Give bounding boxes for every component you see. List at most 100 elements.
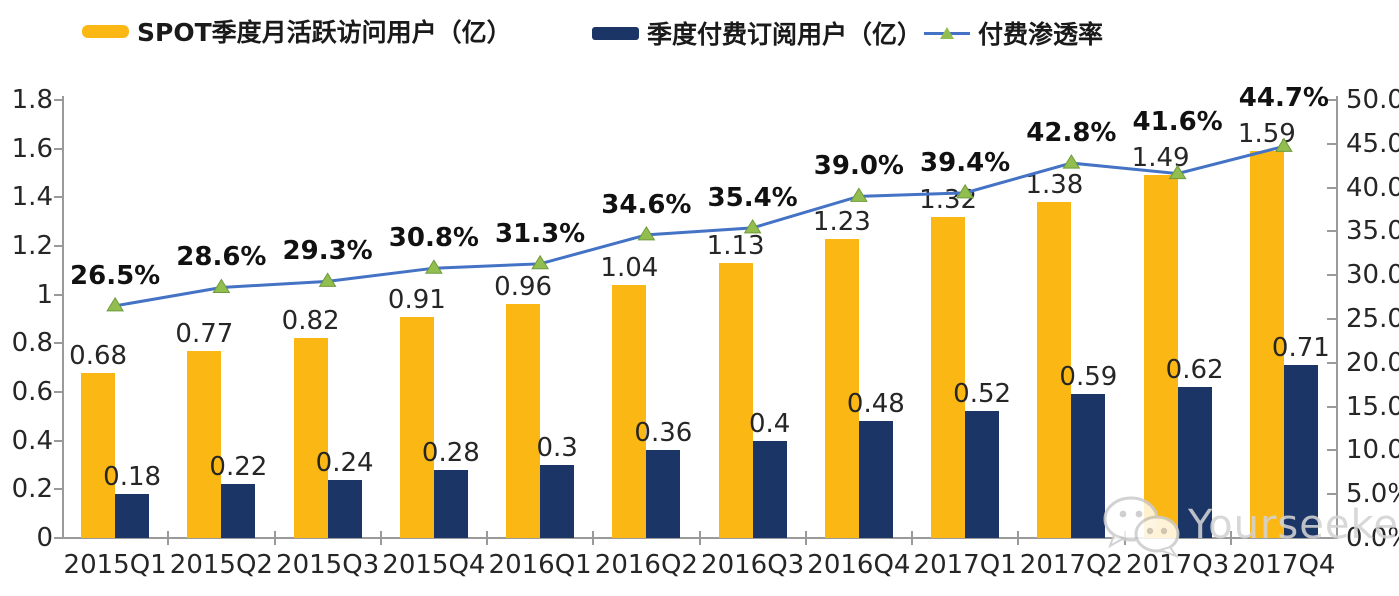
bar-mau-2017Q3 xyxy=(1143,175,1178,538)
x-axis-label-2015Q1: 2015Q1 xyxy=(63,550,167,580)
y-axis-left-label: 1.2 xyxy=(11,231,53,261)
pct-label-2016Q2: 34.6% xyxy=(601,189,692,220)
x-axis-tick xyxy=(486,531,488,545)
bar-label-sub-2017Q2: 0.59 xyxy=(1059,362,1118,393)
bar-mau-2016Q2 xyxy=(612,284,647,538)
x-axis-label-2016Q2: 2016Q2 xyxy=(594,550,698,580)
y-axis-left-tick xyxy=(54,391,63,393)
bar-sub-2017Q2 xyxy=(1071,394,1106,538)
y-axis-right-label: 40.0% xyxy=(1346,172,1399,203)
legend-label-subscribers: 季度付费订阅用户（亿） xyxy=(647,20,923,49)
line-marker-2015Q1 xyxy=(106,296,125,312)
legend-item-penetration: 付费渗透率 xyxy=(924,16,1103,50)
bar-sub-2015Q1 xyxy=(115,494,150,538)
x-axis-label-2016Q1: 2016Q1 xyxy=(488,550,592,580)
legend-item-subscribers: 季度付费订阅用户（亿） xyxy=(592,16,922,50)
x-axis-label-2017Q1: 2017Q1 xyxy=(913,550,1017,580)
bar-sub-2017Q4 xyxy=(1283,365,1318,538)
x-axis-tick xyxy=(804,531,807,545)
y-axis-right-label: 10.0% xyxy=(1346,435,1399,466)
y-axis-left-tick xyxy=(54,342,63,345)
legend-swatch-subscribers xyxy=(592,26,639,40)
y-axis-right-label: 45.0% xyxy=(1346,128,1399,159)
pct-label-2015Q1: 26.5% xyxy=(70,260,161,291)
x-axis-tick xyxy=(1017,531,1020,545)
line-marker-2015Q3 xyxy=(318,272,337,287)
x-axis-label-2015Q4: 2015Q4 xyxy=(382,550,486,580)
y-axis-left-label: 1.4 xyxy=(11,182,53,213)
y-axis-left-label: 1.8 xyxy=(11,85,53,115)
y-axis-right-tick xyxy=(1327,318,1337,320)
y-axis-right-label: 0.0% xyxy=(1346,523,1399,553)
bar-sub-2016Q3 xyxy=(752,440,787,538)
pct-label-2017Q1: 39.4% xyxy=(920,147,1011,178)
y-axis-right-label: 50.0% xyxy=(1346,85,1399,115)
y-axis-right-tick xyxy=(1327,493,1337,496)
legend-label-penetration: 付费渗透率 xyxy=(978,20,1104,49)
y-axis-left-tick xyxy=(54,245,63,247)
bar-label-sub-2015Q1: 0.18 xyxy=(103,462,162,493)
line-marker-2015Q2 xyxy=(212,278,231,293)
x-axis-label-2016Q4: 2016Q4 xyxy=(807,550,911,580)
legend-swatch-penetration xyxy=(924,26,970,40)
bar-label-sub-2016Q2: 0.36 xyxy=(634,418,693,449)
line-marker-2016Q4 xyxy=(849,187,868,202)
line-marker-2017Q4 xyxy=(1274,137,1293,152)
bar-label-mau-2016Q2: 1.04 xyxy=(600,252,659,283)
bar-label-sub-2015Q2: 0.22 xyxy=(209,452,268,483)
bar-label-sub-2015Q3: 0.24 xyxy=(315,447,374,478)
bar-label-mau-2016Q4: 1.23 xyxy=(812,206,871,237)
bar-sub-2017Q3 xyxy=(1177,387,1212,538)
bar-label-mau-2017Q2: 1.38 xyxy=(1025,170,1084,201)
y-axis-left-label: 0.8 xyxy=(11,328,53,359)
x-axis-tick xyxy=(1229,531,1232,545)
watermark-text: Yourseeker xyxy=(1188,502,1399,548)
x-axis-tick xyxy=(379,531,382,545)
bar-sub-2016Q2 xyxy=(646,450,681,538)
bar-label-mau-2015Q3: 0.82 xyxy=(281,306,340,337)
legend-label-mau: SPOT季度月活跃访问用户（亿） xyxy=(137,18,512,47)
line-marker-2016Q1 xyxy=(531,254,550,270)
bar-mau-2016Q3 xyxy=(718,263,753,538)
y-axis-right-tick xyxy=(1327,186,1337,189)
bar-mau-2016Q4 xyxy=(824,238,859,538)
bar-mau-2017Q1 xyxy=(931,216,966,538)
bar-sub-2015Q2 xyxy=(221,484,256,538)
pct-label-2015Q4: 30.8% xyxy=(388,223,479,254)
y-axis-right-tick xyxy=(1327,142,1337,145)
x-axis-tick xyxy=(592,531,595,545)
bar-sub-2016Q4 xyxy=(858,421,893,538)
y-axis-right-tick xyxy=(1327,405,1337,408)
line-marker-2016Q2 xyxy=(637,225,656,241)
y-axis-left-tick xyxy=(54,488,63,491)
x-axis-label-2017Q3: 2017Q3 xyxy=(1126,550,1230,580)
y-axis-left-tick xyxy=(54,293,63,296)
y-axis-left-tick xyxy=(54,99,63,101)
y-axis-right-label: 25.0% xyxy=(1346,304,1399,334)
pct-label-2017Q3: 41.6% xyxy=(1132,107,1223,138)
y-axis-right-tick xyxy=(1327,99,1337,101)
bar-label-sub-2015Q4: 0.28 xyxy=(421,437,480,468)
pct-label-2015Q3: 29.3% xyxy=(282,236,373,267)
triangle-marker-icon xyxy=(940,27,954,39)
bar-sub-2015Q3 xyxy=(327,479,362,538)
line-marker-2017Q3 xyxy=(1168,164,1187,180)
y-axis-left-label: 0.2 xyxy=(11,474,53,505)
x-axis-label-2015Q2: 2015Q2 xyxy=(169,550,273,580)
watermark: Yourseeker xyxy=(1098,492,1399,558)
bar-label-mau-2015Q4: 0.91 xyxy=(387,284,446,315)
y-axis-right-tick xyxy=(1327,449,1337,452)
y-axis-right-label: 35.0% xyxy=(1346,216,1399,247)
line-marker-2015Q4 xyxy=(424,259,443,274)
bar-sub-2015Q4 xyxy=(433,469,468,538)
wechat-icon xyxy=(1103,496,1180,558)
bar-label-sub-2016Q4: 0.48 xyxy=(846,389,905,420)
y-axis-left-tick xyxy=(54,439,63,442)
x-axis-tick xyxy=(698,531,701,545)
y-axis-left-tick xyxy=(54,196,63,199)
bar-label-sub-2016Q3: 0.4 xyxy=(748,408,791,439)
y-axis-right-tick xyxy=(1327,230,1337,233)
y-axis-left xyxy=(62,96,64,539)
bar-label-mau-2015Q1: 0.68 xyxy=(69,340,128,371)
